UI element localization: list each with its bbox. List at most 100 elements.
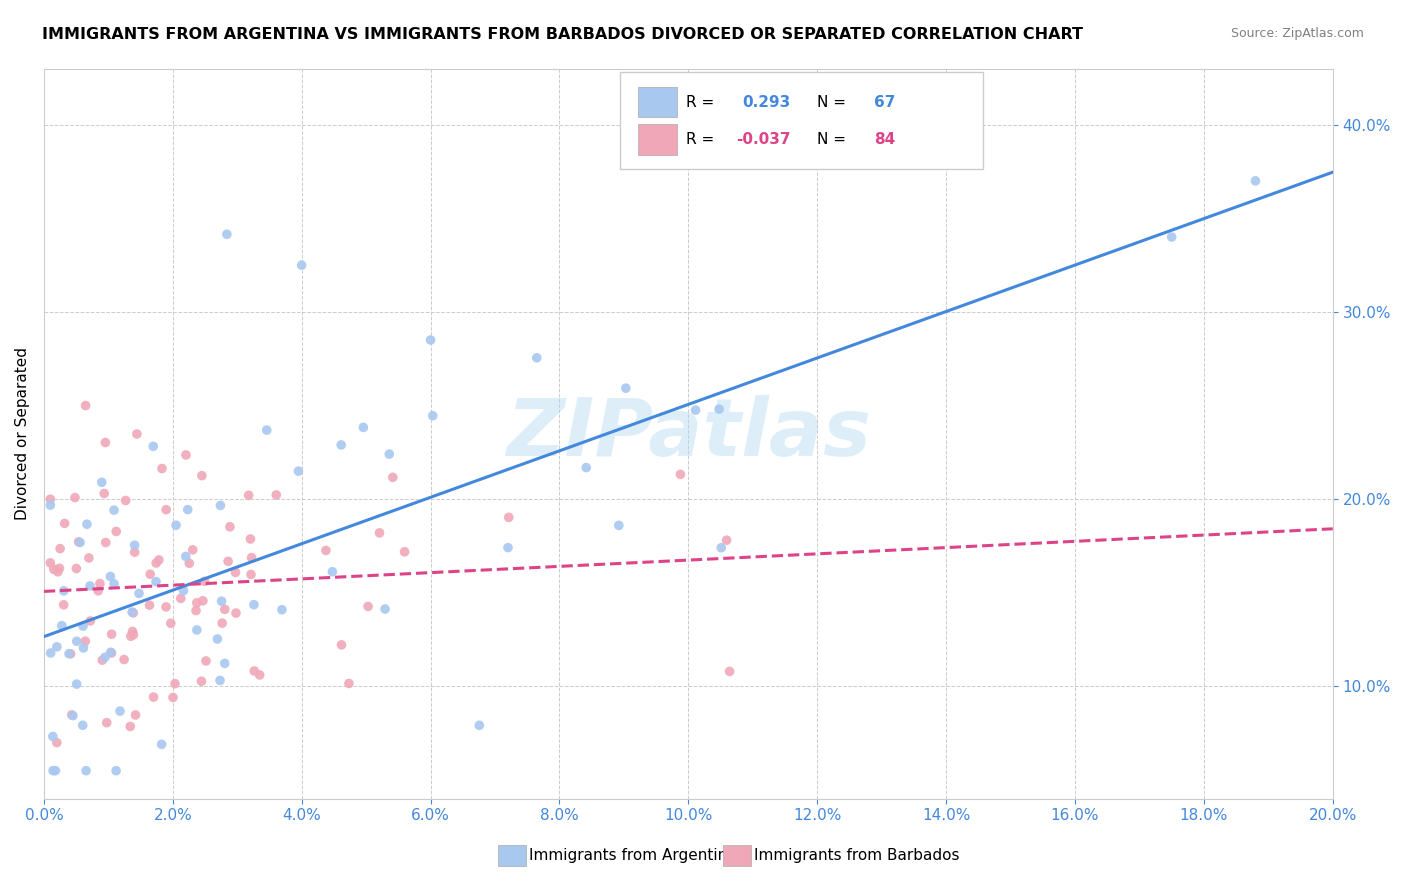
Point <box>145 556 167 570</box>
FancyBboxPatch shape <box>638 87 676 118</box>
Point <box>468 718 491 732</box>
Point <box>337 676 360 690</box>
FancyBboxPatch shape <box>638 124 676 154</box>
Point <box>243 664 266 678</box>
Point <box>707 402 730 417</box>
Point <box>498 510 520 524</box>
Point <box>100 645 122 659</box>
Point <box>145 574 167 589</box>
Text: R =: R = <box>686 95 714 110</box>
Point <box>224 566 246 580</box>
Point <box>125 427 148 442</box>
Point <box>190 674 212 689</box>
Text: -0.037: -0.037 <box>735 132 790 147</box>
Point <box>103 577 125 591</box>
Point <box>191 468 214 483</box>
Point <box>419 333 441 347</box>
Text: 0.293: 0.293 <box>742 95 790 110</box>
Point <box>76 517 98 532</box>
Point <box>49 541 72 556</box>
Point <box>62 708 84 723</box>
Point <box>39 556 62 570</box>
Y-axis label: Divorced or Separated: Divorced or Separated <box>15 347 30 520</box>
Point <box>239 532 262 546</box>
Point <box>53 516 76 531</box>
Point <box>718 665 741 679</box>
Point <box>249 668 271 682</box>
Point <box>181 542 204 557</box>
Point <box>124 545 146 559</box>
Point <box>330 438 353 452</box>
Point <box>63 491 86 505</box>
Point <box>52 598 75 612</box>
Point <box>1160 230 1182 244</box>
Point <box>155 599 177 614</box>
Point <box>217 554 239 568</box>
Point <box>44 764 66 778</box>
Point <box>716 533 738 548</box>
Point <box>159 616 181 631</box>
Point <box>103 503 125 517</box>
Point <box>208 673 231 688</box>
Point <box>378 447 401 461</box>
Point <box>165 518 187 533</box>
Point <box>575 460 598 475</box>
Point <box>266 488 288 502</box>
Point <box>45 735 67 749</box>
Point <box>607 518 630 533</box>
Point <box>150 461 173 475</box>
Point <box>67 534 90 549</box>
Point <box>65 561 87 575</box>
Point <box>368 525 391 540</box>
Text: 84: 84 <box>875 132 896 147</box>
Point <box>148 553 170 567</box>
Point <box>710 541 733 555</box>
Point <box>105 524 128 539</box>
Point <box>142 690 165 704</box>
Point <box>321 565 343 579</box>
Point <box>42 764 65 778</box>
Point <box>39 492 62 507</box>
Point <box>174 448 197 462</box>
Point <box>72 718 94 732</box>
Point <box>685 403 707 417</box>
Point <box>120 719 142 733</box>
Point <box>122 628 145 642</box>
Point <box>330 638 353 652</box>
Point <box>79 579 101 593</box>
Point <box>669 467 692 482</box>
Point <box>114 493 136 508</box>
Text: Source: ZipAtlas.com: Source: ZipAtlas.com <box>1230 27 1364 40</box>
Point <box>193 574 215 589</box>
Point <box>315 543 337 558</box>
Point <box>352 420 374 434</box>
Point <box>162 690 184 705</box>
Point <box>59 647 82 661</box>
Point <box>52 583 75 598</box>
Text: 67: 67 <box>875 95 896 110</box>
Point <box>66 677 89 691</box>
Point <box>77 551 100 566</box>
Point <box>374 602 396 616</box>
Point <box>219 520 242 534</box>
Point <box>60 707 83 722</box>
Point <box>39 498 62 512</box>
Point <box>112 652 135 666</box>
Point <box>614 381 637 395</box>
Point <box>422 409 444 423</box>
Point <box>39 646 62 660</box>
Point <box>186 623 208 637</box>
Point <box>120 629 142 643</box>
Point <box>94 535 117 549</box>
Point <box>195 654 218 668</box>
Point <box>211 616 233 631</box>
Point <box>51 618 73 632</box>
Point <box>172 583 194 598</box>
Point <box>163 676 186 690</box>
Point <box>150 737 173 751</box>
Point <box>1244 174 1267 188</box>
Point <box>96 715 118 730</box>
Point <box>240 550 263 565</box>
Point <box>48 561 70 575</box>
Point <box>90 475 112 490</box>
